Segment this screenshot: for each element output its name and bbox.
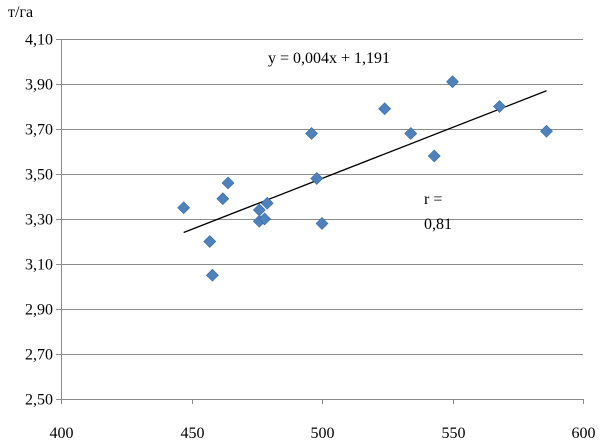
y-tick-labels: 2,50 2,70 2,90 3,10 3,30 3,50 3,70 3,90 4,10 (25, 32, 53, 409)
y-tick-label: 3,10 (25, 257, 53, 274)
y-tick-label: 3,70 (25, 122, 53, 139)
trend-line (183, 90, 547, 234)
x-tick-label: 600 (572, 425, 596, 441)
data-point (258, 212, 272, 226)
data-point (177, 201, 191, 215)
data-point (427, 149, 441, 163)
y-tick-label: 2,90 (25, 302, 53, 319)
x-tick-label: 450 (181, 425, 205, 441)
data-point (221, 176, 235, 190)
data-points (177, 75, 553, 282)
regression-equation: y = 0,004x + 1,191 (268, 50, 390, 67)
data-point (252, 203, 266, 217)
data-point (446, 75, 459, 89)
x-tick-label: 500 (311, 425, 335, 441)
y-tick-label: 3,50 (25, 167, 53, 184)
data-point (378, 102, 392, 116)
x-tick-label: 400 (50, 425, 74, 441)
data-point (205, 268, 219, 282)
correlation-label: r = (424, 191, 442, 208)
data-point (493, 100, 506, 113)
data-point (216, 192, 230, 206)
y-tick-label: 2,70 (25, 347, 53, 364)
data-point (540, 124, 553, 138)
data-point (310, 172, 324, 185)
y-axis-unit-label: т/га (8, 4, 33, 21)
axes (56, 39, 584, 404)
x-tick-label: 550 (442, 425, 466, 441)
data-point (404, 127, 418, 140)
data-point (315, 217, 329, 230)
x-tick-labels: 400 450 500 550 600 (50, 425, 596, 441)
y-tick-label: 3,30 (25, 212, 53, 229)
y-tick-label: 4,10 (25, 32, 53, 49)
correlation-value: 0,81 (424, 216, 452, 233)
y-tick-label: 3,90 (25, 77, 53, 94)
data-point (305, 127, 318, 140)
y-tick-label: 2,50 (25, 392, 53, 409)
data-point (203, 235, 217, 248)
data-point (260, 196, 274, 210)
